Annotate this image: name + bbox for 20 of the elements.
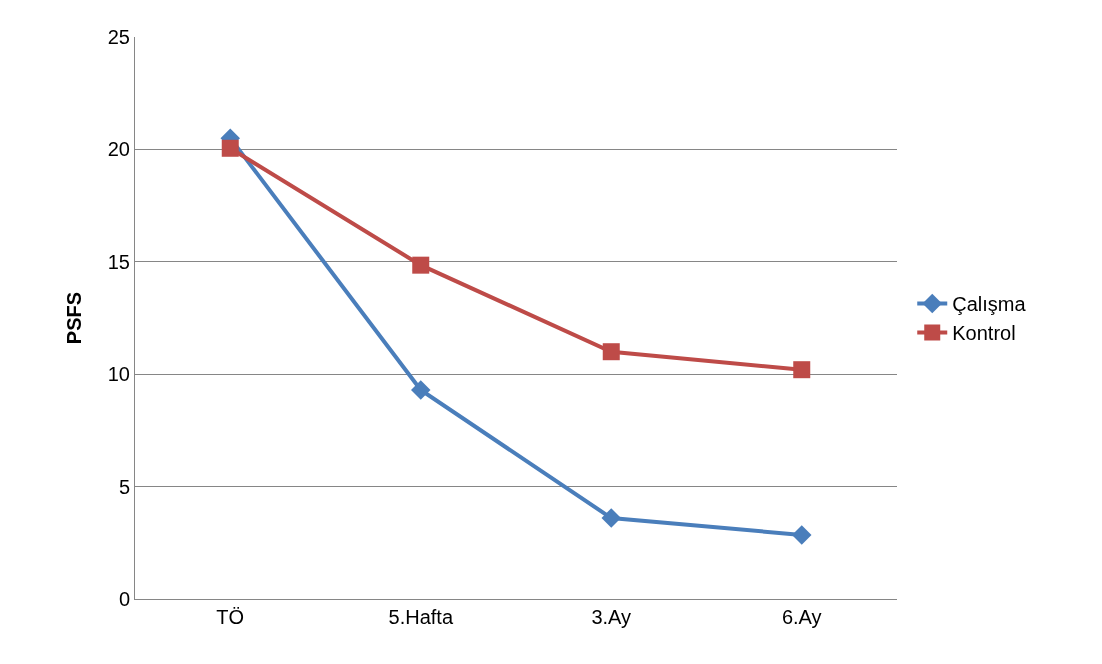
point (602, 343, 620, 361)
point (793, 361, 811, 379)
legend-label: Çalışma (952, 293, 1027, 316)
point (412, 256, 430, 274)
y-tick-label: 15 (107, 250, 130, 273)
x-tick-label: 6.Ay (781, 606, 822, 628)
y-tick-label: 0 (118, 588, 130, 610)
y-tick-label: 5 (118, 475, 130, 498)
x-tick-label: TÖ (216, 606, 245, 628)
y-tick-label: 25 (107, 26, 130, 48)
x-tick-label: 3.Ay (591, 606, 632, 628)
point (221, 139, 239, 157)
point (411, 380, 431, 400)
y-axis-title: PSFS (63, 291, 86, 345)
point (792, 525, 812, 545)
y-tick-label: 10 (107, 363, 130, 386)
y-tick-label: 20 (107, 138, 130, 161)
x-tick-label: 5.Hafta (388, 606, 454, 628)
point (601, 508, 621, 528)
legend-label: Kontrol (952, 322, 1016, 345)
